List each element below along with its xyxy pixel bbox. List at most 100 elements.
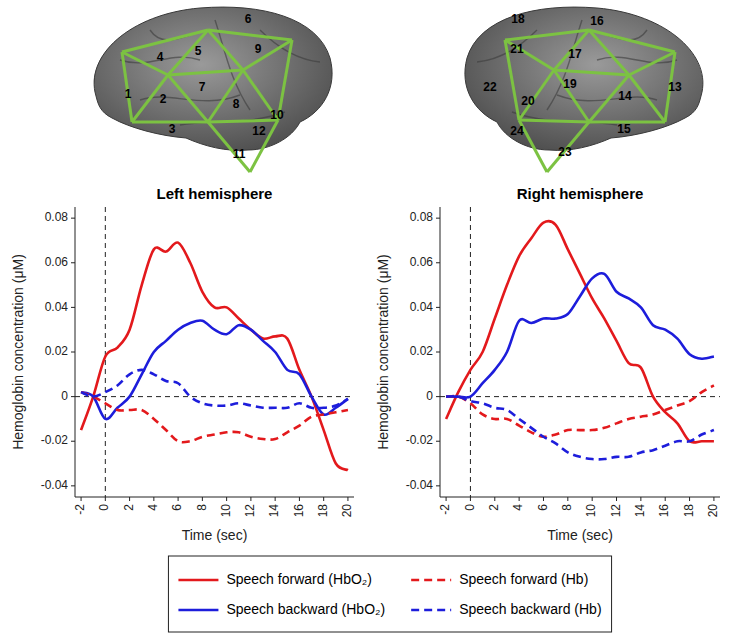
x-axis-line (440, 497, 720, 498)
optode-link (208, 70, 243, 122)
y-tick (71, 441, 75, 442)
x-axis-title: Time (sec) (547, 527, 613, 543)
series-line (446, 385, 714, 436)
y-tick (71, 352, 75, 353)
y-tick-label: -0.02 (41, 433, 69, 447)
legend-box (168, 556, 611, 632)
x-tick-label: 6 (536, 504, 550, 511)
x-tick (470, 497, 471, 501)
optode-link (243, 40, 292, 70)
y-tick (436, 441, 440, 442)
y-tick (71, 485, 75, 486)
x-tick-label: 12 (243, 504, 257, 518)
x-tick (81, 497, 82, 501)
channel-label: 8 (233, 97, 240, 111)
optode-link (168, 70, 243, 75)
brain-view: 123456789101112 (94, 7, 332, 172)
x-tick (689, 497, 690, 501)
x-tick (323, 497, 324, 501)
y-tick (436, 218, 440, 219)
x-tick-label: 8 (195, 504, 209, 511)
legend: Speech forward (HbO₂) Speech backward (Hb… (168, 556, 611, 632)
y-tick-label: 0.06 (410, 255, 434, 269)
optode-link (589, 30, 629, 75)
legend-label: Speech forward (HbO₂) (226, 571, 372, 587)
x-tick (178, 497, 179, 501)
chart-panel: Left hemisphere-0.04-0.0200.020.040.060.… (10, 185, 354, 543)
legend-label: Speech forward (Hb) (459, 571, 588, 587)
optode-link (554, 70, 629, 75)
x-tick-label: 14 (633, 504, 647, 518)
channel-label: 15 (617, 122, 631, 136)
y-tick-label: 0 (426, 389, 433, 403)
reference-vline (105, 207, 106, 497)
x-tick (519, 497, 520, 501)
x-tick (299, 497, 300, 501)
y-tick-label: -0.02 (406, 433, 434, 447)
series-line (81, 392, 348, 442)
x-tick-label: 6 (170, 504, 184, 511)
reference-vline (470, 207, 471, 497)
legend-label: Speech backward (Hb) (459, 601, 601, 617)
y-tick (436, 396, 440, 397)
legend-swatch (178, 609, 218, 612)
series-line (81, 370, 348, 408)
y-tick (71, 396, 75, 397)
y-tick (436, 352, 440, 353)
chart-panel: Right hemisphere-0.04-0.0200.020.040.060… (375, 185, 720, 543)
optode-link (208, 122, 250, 172)
channel-label: 1 (125, 87, 132, 101)
plot-area (440, 207, 720, 497)
optode-link (554, 70, 589, 122)
series-line (81, 320, 348, 419)
x-tick (105, 497, 106, 501)
x-tick-label: 12 (609, 504, 623, 518)
channel-label: 11 (233, 147, 246, 161)
optode-link (250, 120, 278, 172)
optode-link (505, 30, 589, 40)
channel-label: 23 (558, 145, 572, 159)
x-axis-title: Time (sec) (182, 527, 248, 543)
optode-link (132, 75, 168, 122)
x-tick-label: 4 (511, 504, 525, 511)
y-tick (71, 307, 75, 308)
channel-label: 6 (245, 12, 252, 26)
y-tick-label: 0.06 (45, 255, 69, 269)
y-tick-label: 0.04 (45, 300, 69, 314)
channel-label: 2 (160, 92, 167, 106)
y-tick (71, 262, 75, 263)
channel-label: 5 (195, 44, 202, 58)
x-axis-line (75, 497, 354, 498)
optode-link (519, 70, 554, 120)
brain-view: 131415161718192021222324 (465, 7, 703, 172)
optode-link (519, 120, 589, 122)
x-tick-label: -2 (438, 504, 452, 515)
x-tick-label: 16 (657, 504, 671, 518)
x-tick (202, 497, 203, 501)
channel-label: 14 (618, 89, 632, 103)
y-tick (71, 218, 75, 219)
x-tick-label: 16 (292, 504, 306, 518)
x-tick-label: 20 (340, 504, 354, 518)
series-line (81, 242, 348, 470)
y-tick (436, 485, 440, 486)
series-line (446, 221, 714, 442)
channel-label: 17 (568, 47, 582, 61)
x-tick-label: 8 (560, 504, 574, 511)
x-tick-label: 0 (97, 504, 111, 511)
channel-label: 9 (255, 42, 262, 56)
x-tick (250, 497, 251, 501)
x-tick-label: 0 (463, 504, 477, 511)
optode-link (589, 30, 675, 52)
y-tick-label: 0 (61, 389, 68, 403)
x-tick (592, 497, 593, 501)
x-tick-label: 2 (487, 504, 501, 511)
channel-label: 4 (157, 50, 164, 64)
y-tick-label: 0.02 (45, 344, 69, 358)
chart-title: Right hemisphere (517, 185, 644, 202)
channel-label: 16 (590, 14, 604, 28)
x-tick (640, 497, 641, 501)
optode-link (208, 120, 278, 122)
x-tick (616, 497, 617, 501)
x-tick-label: 10 (219, 504, 233, 518)
